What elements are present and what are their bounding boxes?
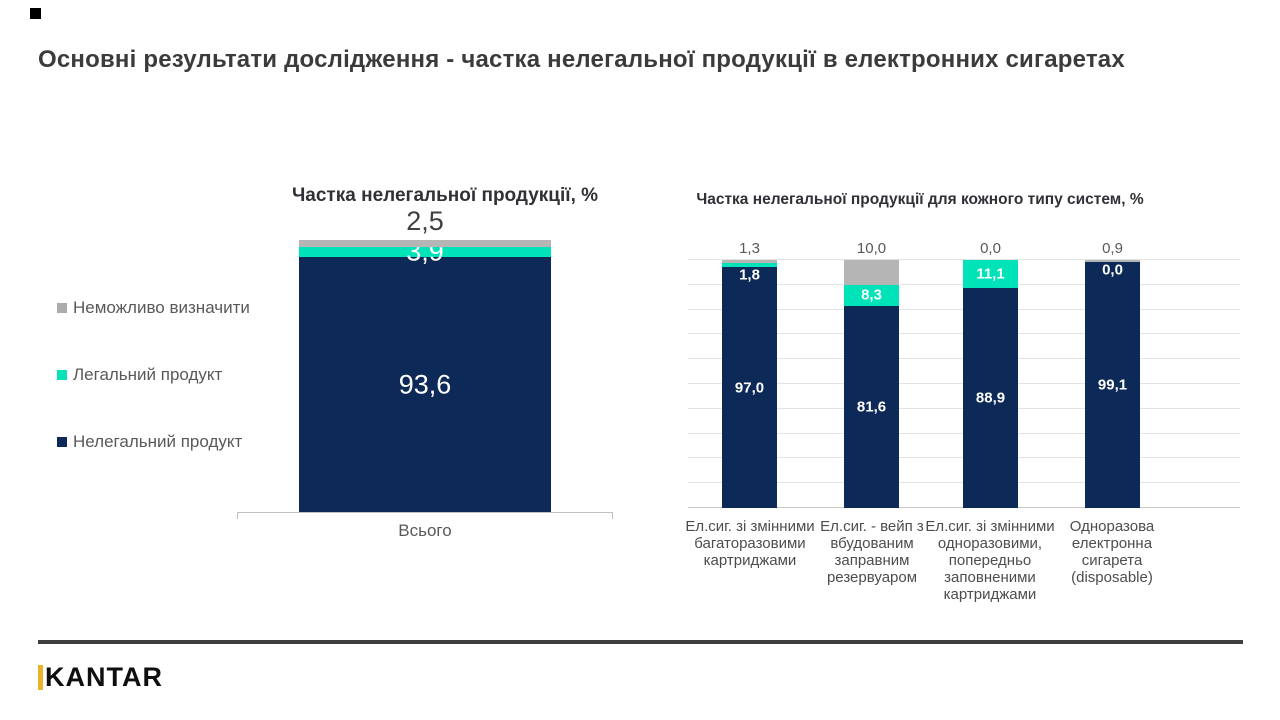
axis-tick: [237, 513, 238, 519]
bar-value-label-illegal: 88,9: [975, 389, 1006, 407]
axis-category-label: Ел.сиг. зі змінними багаторазовими картр…: [685, 518, 815, 569]
bar-value-label-illegal: 93,6: [398, 369, 452, 400]
bar-segment-illegal: [299, 257, 551, 512]
chart-by-type-plot: 97,0 1,8 1,3 81,6 8,3 10,0 88,9 11,1 0,0 99,1 0,0 0…: [688, 240, 1240, 508]
axis-category-label: Ел.сиг. зі змінними одноразовими, попере…: [925, 518, 1055, 603]
bar-value-label-legal: 11,1: [976, 265, 1005, 283]
chart-total-plot: 93,6 3,9 2,5: [237, 206, 613, 519]
legend-label: Легальний продукт: [73, 365, 223, 384]
axis-category-label: Одноразова електронна сигарета (disposab…: [1069, 518, 1155, 586]
kantar-logo-text: KANTAR: [45, 662, 163, 692]
footer-divider: [38, 640, 1243, 644]
chart-total-title: Частка нелегальної продукції, %: [291, 185, 599, 206]
kantar-logo: KANTAR: [38, 664, 163, 691]
legend-item-legal: Легальний продукт: [57, 365, 222, 385]
bar-segment-legal: [844, 285, 899, 306]
bar-value-label-illegal: 81,6: [856, 398, 887, 416]
bar-segment-legal: [299, 246, 551, 258]
bar-segment-legal: [722, 263, 777, 268]
bar-value-label-illegal: 97,0: [734, 379, 765, 397]
axis-category-label: Всього: [398, 521, 452, 540]
bar-segment-undetermined: [722, 259, 777, 263]
axis-category-label: Ел.сиг. - вейп з вбудованим заправним ре…: [820, 518, 924, 586]
bar-value-label-legal: 8,3: [861, 286, 882, 304]
axis-tick: [612, 513, 613, 519]
legend-swatch-undetermined: [57, 303, 67, 313]
bar-value-label-undetermined: 0,9: [1102, 240, 1123, 257]
legend-label: Неможливо визначити: [73, 298, 250, 317]
bar-segment-undetermined: [1085, 260, 1140, 263]
legend-label: Нелегальний продукт: [73, 432, 243, 451]
bar-value-label-undetermined: 2,5: [406, 206, 444, 236]
bar-value-label-undetermined: 0,0: [980, 240, 1001, 257]
kantar-logo-yellow-stem: [38, 665, 43, 690]
bar-segment-undetermined: [844, 260, 899, 286]
legend-swatch-legal: [57, 370, 67, 380]
corner-mark: [30, 8, 41, 19]
bar-segment-illegal: [722, 267, 777, 508]
bar-value-label-undetermined: 10,0: [856, 240, 887, 258]
bar-value-label-illegal: 99,1: [1097, 376, 1128, 394]
bar-segment-illegal: [963, 287, 1018, 508]
bar-value-label-legal: 0,0: [1102, 261, 1123, 279]
chart-by-type-title: Частка нелегальної продукції для кожного…: [696, 191, 1144, 208]
legend-item-undetermined: Неможливо визначити: [57, 298, 250, 318]
bar-segment-undetermined: [299, 240, 551, 247]
legend-swatch-illegal: [57, 437, 67, 447]
bar-segment-illegal: [1085, 262, 1140, 508]
page-title: Основні результати дослідження - частка …: [38, 46, 1125, 73]
bar-value-label-legal: 1,8: [739, 266, 760, 284]
bar-segment-legal: [963, 260, 1018, 288]
gridline: [688, 259, 1240, 260]
bar-value-label-undetermined: 1,3: [739, 239, 760, 257]
legend-item-illegal: Нелегальний продукт: [57, 432, 242, 452]
bar-segment-illegal: [844, 305, 899, 508]
